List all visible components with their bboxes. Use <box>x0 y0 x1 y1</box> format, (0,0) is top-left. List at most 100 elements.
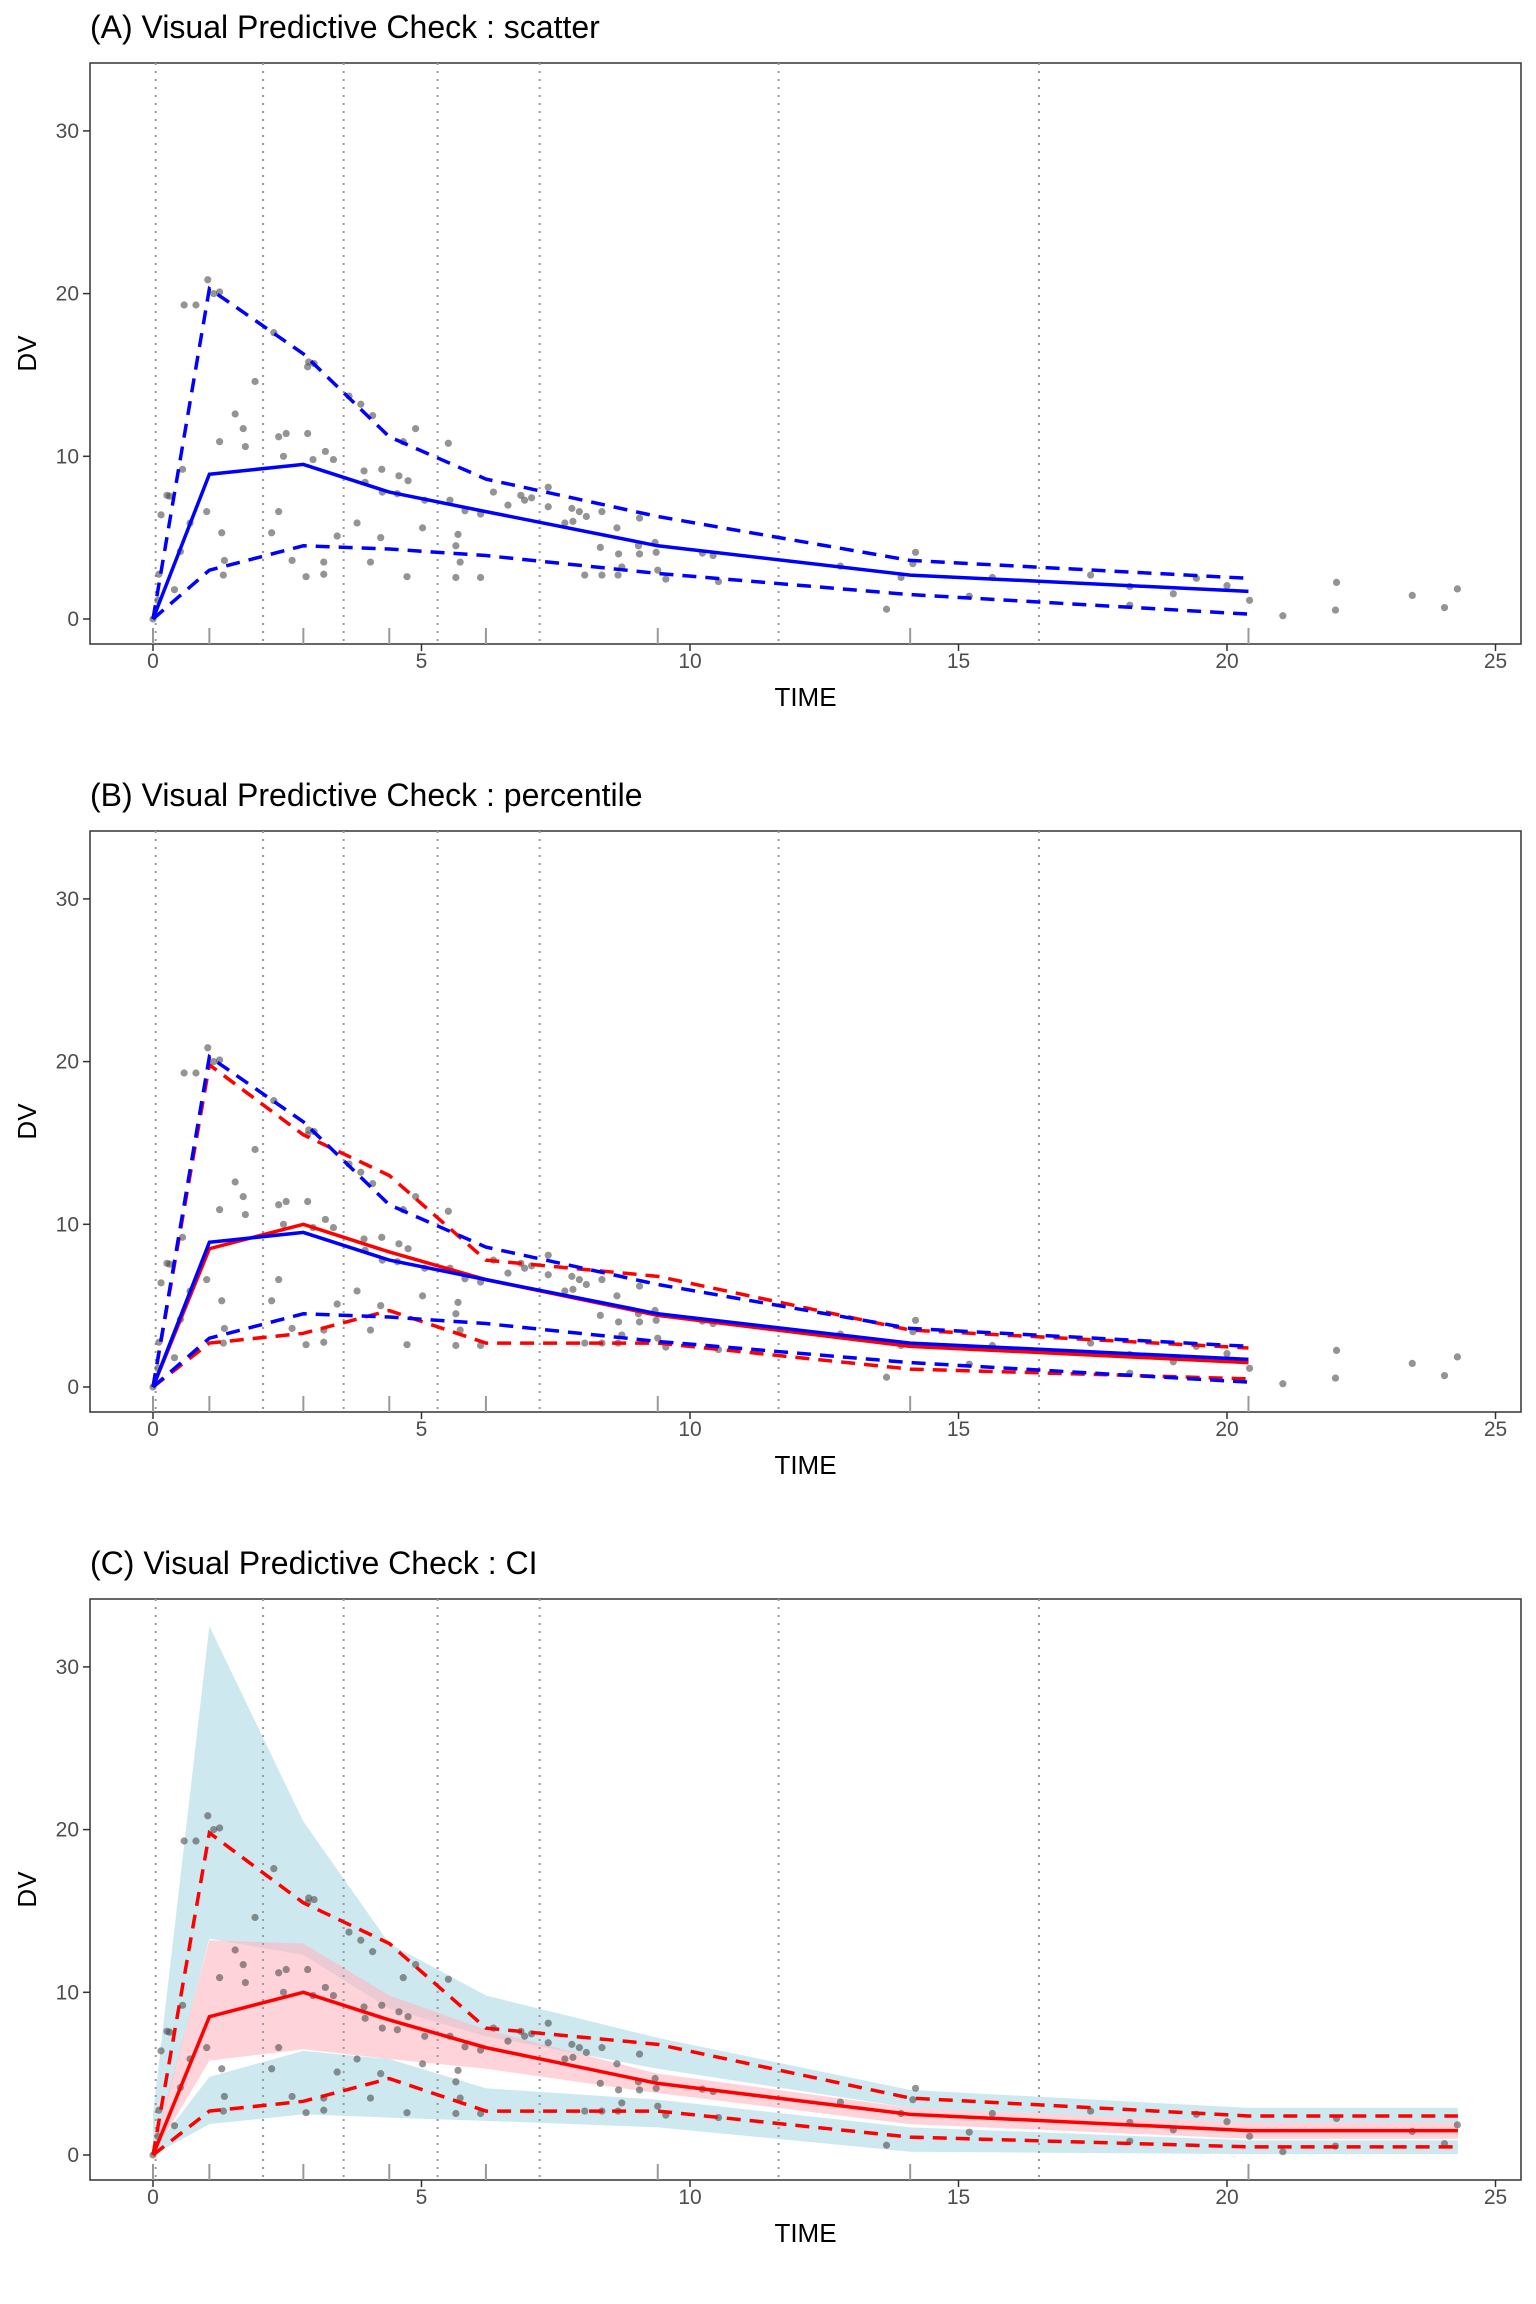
observed-point <box>166 492 174 500</box>
observed-point <box>544 2019 552 2027</box>
x-tick-label: 10 <box>678 2186 701 2209</box>
observed-point <box>569 2053 577 2061</box>
observed-point <box>911 548 920 556</box>
observed-point <box>421 2032 429 2040</box>
observed-point <box>353 2055 361 2063</box>
y-tick-label: 20 <box>56 1051 79 1074</box>
observed-point <box>329 1223 338 1232</box>
observed-point <box>581 1339 589 1347</box>
observed-point <box>231 410 239 418</box>
observed-point <box>1453 585 1461 593</box>
x-tick-label: 10 <box>678 650 701 673</box>
observed-point <box>504 1269 512 1277</box>
observed-point <box>215 1056 224 1064</box>
y-tick-label: 30 <box>56 888 79 911</box>
x-tick-label: 25 <box>1484 2186 1507 2209</box>
observed-point <box>1223 2118 1231 2126</box>
observed-point <box>988 2109 996 2118</box>
observed-point <box>218 2065 226 2073</box>
observed-point <box>366 1326 375 1334</box>
observed-point <box>489 488 498 496</box>
observed-point <box>357 1168 365 1176</box>
x-tick-label: 5 <box>416 650 428 673</box>
observed-point <box>357 400 365 408</box>
observed-point <box>170 2122 179 2130</box>
plot-content <box>149 63 1461 644</box>
observed-point <box>302 2109 310 2117</box>
observed-point <box>1408 591 1416 600</box>
simulated-p95-line <box>151 1829 1458 2156</box>
observed-point <box>582 1280 590 1289</box>
observed-point <box>378 1233 386 1241</box>
observed-point <box>275 1276 283 1284</box>
observed-point <box>215 438 224 446</box>
observed-point <box>598 508 606 516</box>
observed-point <box>399 1974 407 1982</box>
observed-point <box>613 524 621 532</box>
observed-point <box>304 429 312 438</box>
observed-median-line <box>151 1230 1249 1388</box>
observed-point <box>635 2050 644 2058</box>
observed-point <box>596 543 604 552</box>
observed-point <box>282 1965 290 1974</box>
observed-point <box>321 1215 329 1224</box>
x-tick-label: 15 <box>947 650 970 673</box>
y-tick-label: 0 <box>67 1376 79 1399</box>
observed-point <box>288 2092 296 2101</box>
observed-point <box>911 2084 920 2092</box>
observed-point <box>1245 596 1254 604</box>
observed-point <box>418 1292 427 1300</box>
observed-point <box>251 377 259 386</box>
observed-point <box>215 1206 224 1214</box>
observed-point <box>203 508 211 516</box>
observed-point <box>329 1991 338 2000</box>
observed-point <box>652 2084 660 2092</box>
observed-point <box>279 1220 288 1228</box>
observed-point <box>521 496 529 504</box>
observed-point <box>395 472 403 480</box>
observed-point <box>180 1069 188 1077</box>
observed-point <box>304 1197 312 1206</box>
observed-p95-line <box>151 1053 1249 1388</box>
observed-point <box>882 605 891 613</box>
observed-point <box>241 1978 249 1987</box>
observed-point <box>454 1298 462 1306</box>
observed-point <box>166 1260 174 1268</box>
observed-point <box>965 2128 973 2136</box>
observed-point <box>377 534 385 542</box>
observed-point <box>454 2066 462 2074</box>
observed-point <box>251 1145 259 1154</box>
observed-point <box>309 455 317 464</box>
observed-point <box>544 503 552 511</box>
observed-point <box>635 514 644 522</box>
observed-point <box>170 586 179 594</box>
observed-point <box>652 1316 660 1324</box>
panel-a: (A) Visual Predictive Check : scatter 0 5 1… <box>12 9 1522 712</box>
x-tick-label: 10 <box>678 1418 701 1441</box>
observed-point <box>329 455 338 464</box>
observed-point <box>635 550 644 558</box>
observed-point <box>561 1287 569 1295</box>
observed-point <box>231 1178 239 1186</box>
observed-point <box>662 575 670 583</box>
observed-point <box>1245 1364 1254 1372</box>
observed-point <box>544 1251 552 1259</box>
observed-point <box>239 1961 247 1969</box>
observed-point <box>377 1302 385 1310</box>
y-tick-label: 10 <box>56 1213 79 1236</box>
ci-band-lower <box>153 2050 1458 2155</box>
y-tick-label: 0 <box>67 2144 79 2167</box>
observed-point <box>418 2060 427 2068</box>
y-tick-label: 10 <box>56 1981 79 2004</box>
observed-point <box>446 496 454 504</box>
observed-point <box>180 301 188 309</box>
observed-point <box>614 1318 623 1326</box>
panel-title: (B) Visual Predictive Check : percentile <box>90 777 643 813</box>
observed-point <box>268 1297 276 1305</box>
observed-point <box>476 573 485 582</box>
observed-point <box>1332 578 1341 586</box>
simulated-p05-line <box>151 1308 1249 1389</box>
observed-point <box>275 2044 283 2052</box>
simulated-p95-line <box>151 1061 1249 1388</box>
